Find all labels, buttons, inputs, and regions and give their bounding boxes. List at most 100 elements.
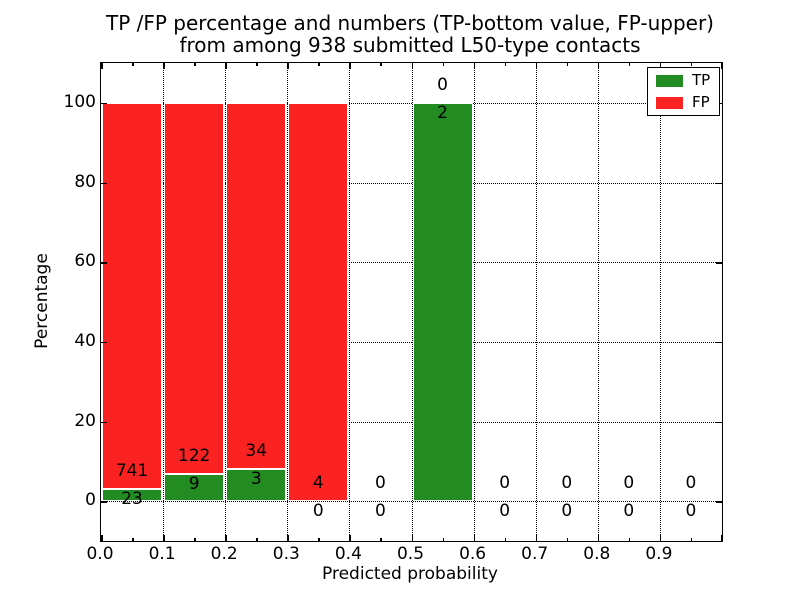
- tp-count-label: 9: [188, 473, 200, 494]
- x-tick-mark: [628, 538, 631, 541]
- x-tick-mark: [566, 63, 569, 66]
- chart-title-line1: TP /FP percentage and numbers (TP-bottom…: [106, 11, 714, 35]
- bar-segment-fp: [288, 102, 349, 502]
- legend-entry-fp: FP: [656, 95, 710, 110]
- tp-count-label: 3: [250, 468, 262, 489]
- x-tick-mark: [101, 63, 103, 69]
- legend-label-tp: TP: [692, 71, 711, 89]
- x-axis-label: Predicted probability: [322, 564, 498, 584]
- bar-segment-fp: [164, 102, 225, 474]
- x-tick-label: 0.4: [334, 544, 362, 564]
- fp-count-label: 34: [245, 440, 268, 461]
- x-tick-label: 0.3: [272, 544, 300, 564]
- x-tick-mark: [597, 63, 600, 69]
- tp-count-label: 2: [437, 102, 448, 123]
- y-tick-mark: [101, 102, 107, 105]
- x-tick-mark: [318, 63, 320, 66]
- tp-count-label: 0: [685, 501, 697, 522]
- x-tick-label: 0.8: [583, 544, 611, 564]
- x-tick-mark: [690, 63, 693, 66]
- grid-line-vertical: [349, 63, 351, 541]
- x-tick-mark: [132, 538, 134, 541]
- x-tick-mark: [349, 63, 351, 69]
- x-tick-mark: [473, 63, 476, 69]
- grid-line-vertical: [659, 63, 661, 541]
- x-tick-mark: [163, 535, 165, 541]
- plot-area: TP FP 741 23 122 9 34 3 4 0 0 0 0 2 0 0 0 0 0 0 0 0: [100, 62, 723, 542]
- y-tick-label: 20: [74, 410, 96, 431]
- y-tick-mark: [716, 262, 722, 264]
- y-axis-label: Percentage: [32, 253, 52, 349]
- grid-line-vertical: [535, 63, 537, 541]
- tp-count-label: 0: [561, 501, 573, 522]
- x-tick-mark: [194, 538, 196, 541]
- x-tick-mark: [287, 63, 289, 69]
- grid-line-vertical: [287, 63, 289, 541]
- bar-segment-tp: [102, 489, 163, 502]
- y-tick-mark: [716, 501, 722, 503]
- x-tick-mark: [720, 535, 722, 541]
- bar-segment-tp: [226, 468, 287, 502]
- y-tick-label: 0: [85, 490, 96, 511]
- y-tick-mark: [101, 262, 107, 264]
- x-tick-mark: [690, 538, 693, 541]
- tp-swatch-icon: [656, 74, 683, 87]
- fp-count-label: 741: [115, 461, 149, 482]
- x-tick-label: 0.9: [645, 544, 673, 564]
- legend-entry-tp: TP: [656, 73, 710, 88]
- x-tick-mark: [535, 535, 538, 541]
- x-tick-mark: [318, 538, 320, 541]
- grid-line-vertical: [473, 63, 475, 541]
- fp-count-label: 0: [685, 473, 697, 494]
- fp-count-label: 0: [561, 473, 573, 494]
- fp-count-label: 0: [623, 473, 635, 494]
- x-tick-mark: [720, 63, 722, 69]
- x-tick-label: 0.0: [86, 544, 114, 564]
- x-tick-label: 0.7: [521, 544, 549, 564]
- x-tick-mark: [256, 538, 258, 541]
- x-tick-label: 0.2: [210, 544, 238, 564]
- x-tick-mark: [163, 63, 165, 69]
- y-tick-mark: [101, 182, 107, 184]
- x-tick-mark: [194, 63, 196, 66]
- x-tick-mark: [659, 63, 662, 69]
- tp-count-label: 23: [121, 489, 143, 510]
- x-tick-mark: [597, 535, 600, 541]
- fp-count-label: 0: [499, 473, 511, 494]
- x-tick-mark: [535, 63, 538, 69]
- x-tick-mark: [659, 535, 662, 541]
- y-tick-mark: [716, 182, 722, 184]
- tp-count-label: 0: [499, 501, 511, 522]
- bar-segment-fp: [102, 102, 163, 490]
- x-tick-mark: [504, 538, 507, 541]
- x-tick-label: 0.6: [459, 544, 487, 564]
- x-tick-mark: [101, 535, 103, 541]
- x-tick-mark: [411, 63, 413, 69]
- y-tick-label: 40: [74, 330, 96, 351]
- x-tick-mark: [566, 538, 569, 541]
- x-tick-mark: [442, 538, 445, 541]
- grid-line-vertical: [225, 63, 227, 541]
- x-tick-mark: [256, 63, 258, 66]
- x-tick-mark: [442, 63, 445, 66]
- y-tick-mark: [101, 341, 107, 344]
- legend-label-fp: FP: [692, 93, 710, 111]
- y-tick-label: 80: [74, 171, 96, 192]
- grid-line-vertical: [411, 63, 413, 541]
- grid-line-vertical: [163, 63, 165, 541]
- x-tick-mark: [473, 535, 476, 541]
- x-tick-mark: [287, 535, 289, 541]
- grid-line-vertical: [597, 63, 599, 541]
- x-tick-label: 0.1: [148, 544, 176, 564]
- x-tick-mark: [504, 63, 507, 66]
- fp-swatch-icon: [656, 96, 683, 109]
- x-tick-mark: [132, 63, 134, 66]
- x-tick-mark: [380, 63, 382, 66]
- fp-count-label: 4: [312, 473, 324, 494]
- x-tick-mark: [225, 535, 227, 541]
- fp-count-label: 0: [437, 74, 448, 95]
- bar-segment-tp: [412, 102, 473, 502]
- x-tick-mark: [411, 535, 413, 541]
- x-tick-mark: [628, 63, 631, 66]
